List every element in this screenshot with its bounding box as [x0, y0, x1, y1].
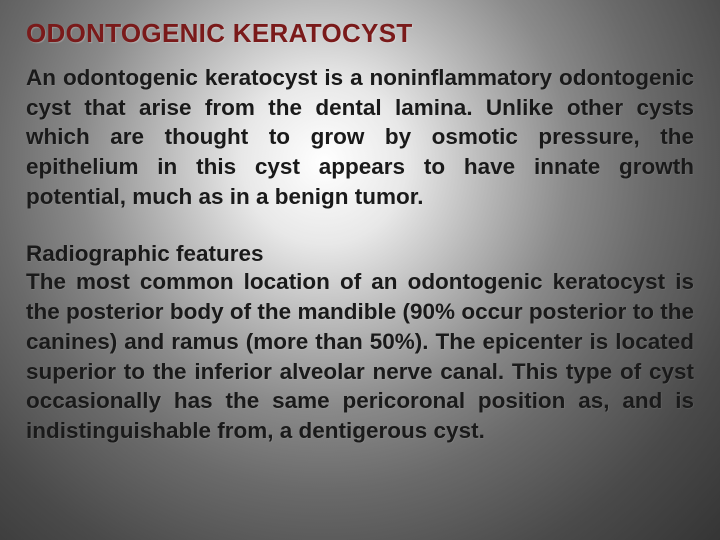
slide-title: ODONTOGENIC KERATOCYST	[26, 18, 694, 49]
body-paragraph: The most common location of an odontogen…	[26, 267, 694, 445]
paragraph-gap	[26, 211, 694, 241]
subheading: Radiographic features	[26, 241, 694, 267]
slide-container: ODONTOGENIC KERATOCYST An odontogenic ke…	[0, 0, 720, 540]
intro-paragraph: An odontogenic keratocyst is a noninflam…	[26, 63, 694, 211]
